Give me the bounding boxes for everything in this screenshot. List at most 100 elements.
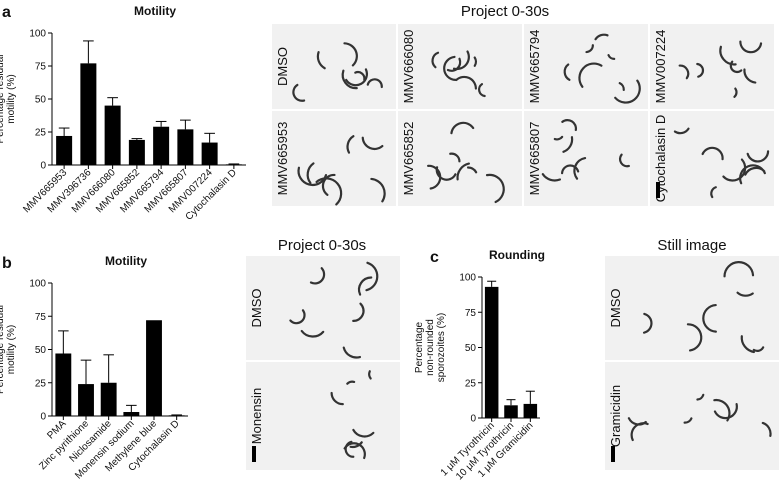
error-bar — [80, 359, 92, 385]
bar — [55, 353, 72, 416]
bar — [104, 105, 121, 165]
sporozoite — [713, 402, 738, 420]
sporozoite — [683, 417, 693, 424]
sporozoite — [357, 276, 373, 296]
image-title: Project 0-30s — [461, 3, 549, 20]
sporozoite — [473, 56, 478, 67]
bar — [177, 129, 194, 165]
sporozoite — [573, 156, 587, 180]
error-bar — [83, 40, 94, 64]
error-bar — [107, 97, 118, 106]
error-bar — [525, 390, 535, 404]
sporozoite — [696, 393, 705, 401]
sporozoite — [710, 186, 717, 199]
error-bar — [155, 120, 167, 127]
sporozoite — [761, 421, 772, 437]
sporozoite — [563, 63, 571, 81]
bar — [484, 286, 499, 418]
sporozoite — [370, 177, 386, 203]
sporozoite — [342, 346, 362, 359]
y-tick-label: 50 — [35, 345, 47, 356]
sporozoite — [361, 136, 384, 151]
sporozoite — [456, 162, 471, 181]
bar — [168, 415, 185, 416]
y-axis-label: Percentage residual — [0, 55, 6, 144]
micrograph — [605, 362, 779, 470]
sporozoite — [686, 323, 703, 352]
micrograph — [272, 24, 396, 109]
micrograph — [605, 256, 779, 360]
sporozoite — [365, 261, 379, 292]
sporozoite — [466, 166, 478, 174]
error-bar — [131, 138, 143, 140]
chart-title: Rounding — [489, 248, 545, 262]
scale-bar — [252, 446, 256, 462]
bar — [80, 63, 97, 165]
y-axis-label: sporozoites (%) — [436, 313, 447, 382]
micrograph — [650, 24, 774, 109]
sporozoite — [344, 440, 355, 458]
sporozoite — [450, 121, 475, 135]
sporozoite — [455, 75, 477, 90]
image-label: MMV665852 — [401, 122, 416, 196]
sporozoite — [585, 44, 594, 54]
sporozoite — [723, 260, 755, 278]
y-axis-label: non-rounded — [425, 319, 436, 376]
sporozoite — [352, 428, 375, 438]
error-bar — [103, 354, 114, 383]
y-tick-label: 25 — [465, 378, 477, 389]
sporozoite — [316, 51, 326, 70]
sporozoite — [562, 136, 574, 153]
error-bar — [506, 399, 516, 406]
sporozoite — [292, 83, 306, 102]
sporozoite — [740, 335, 755, 354]
sporozoite — [578, 62, 603, 88]
sporozoite — [701, 146, 724, 161]
sporozoite — [746, 150, 770, 163]
sporozoite — [309, 267, 326, 285]
sporozoite — [354, 71, 366, 81]
error-bar — [204, 132, 215, 143]
scale-bar — [611, 446, 615, 462]
y-tick-label: 75 — [35, 62, 47, 73]
y-tick-label: 50 — [465, 343, 477, 354]
sporozoite — [431, 51, 440, 69]
sporozoite — [485, 173, 505, 204]
error-bar — [487, 280, 497, 287]
sporozoite — [349, 441, 363, 449]
y-axis-label: Percentage residual — [0, 305, 6, 394]
sporozoite — [341, 69, 358, 90]
error-bar — [58, 127, 70, 136]
sporozoite — [541, 173, 562, 182]
sporozoite — [368, 370, 372, 380]
sporozoite — [315, 177, 343, 206]
y-tick-label: 50 — [35, 95, 47, 106]
sporozoite — [289, 309, 306, 325]
image-title: Project 0-30s — [278, 237, 366, 254]
sporozoite — [614, 79, 641, 104]
image-label: DMSO — [249, 289, 264, 328]
sporozoite — [607, 54, 616, 60]
y-axis-label: motility (%) — [6, 325, 17, 374]
image-label: MMV007224 — [653, 30, 668, 104]
scale-bar — [656, 182, 660, 198]
micrograph — [246, 362, 400, 470]
image-label: Gramicidin — [608, 385, 623, 447]
image-label: MMV666080 — [401, 30, 416, 104]
sporozoite — [427, 164, 442, 190]
panel-label: b — [2, 255, 12, 272]
y-axis-label: Percentage — [414, 321, 425, 373]
panel-label: c — [430, 249, 439, 266]
sporozoite — [719, 45, 737, 66]
y-tick-label: 25 — [35, 378, 47, 389]
sporozoite — [346, 135, 355, 154]
chart-title: Motility — [105, 254, 147, 268]
bar — [78, 384, 94, 416]
sporozoite — [478, 83, 486, 98]
sporozoite — [630, 422, 649, 442]
y-axis-label: motility (%) — [6, 74, 17, 123]
bar — [153, 126, 170, 165]
bar — [128, 139, 145, 165]
y-tick-label: 100 — [459, 273, 476, 284]
